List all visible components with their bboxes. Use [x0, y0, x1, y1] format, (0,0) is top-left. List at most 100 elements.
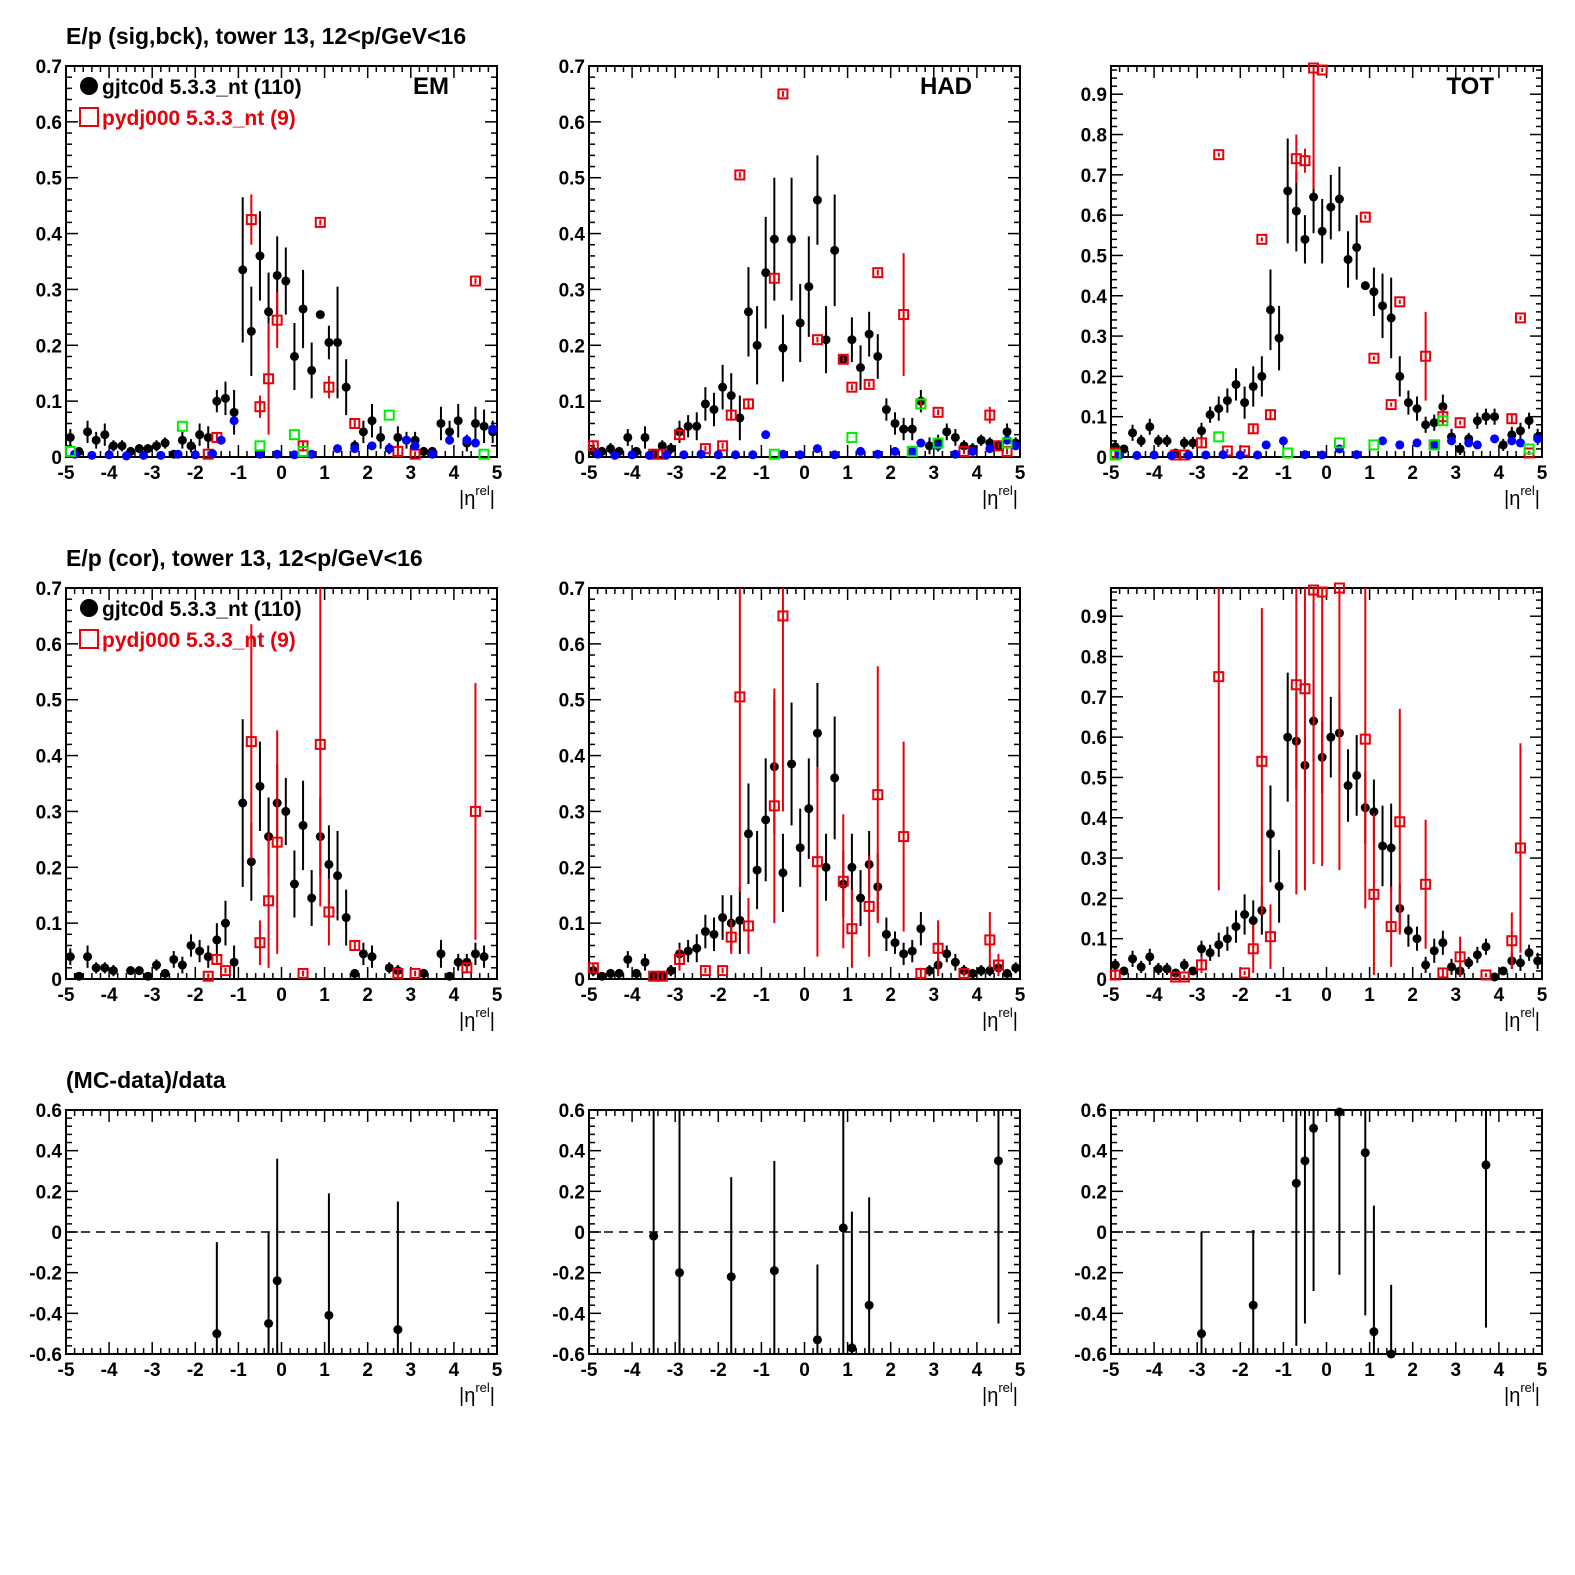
data-point-circle: [255, 251, 265, 261]
y-tick-label: 0.5: [36, 169, 63, 190]
data-point-circle: [959, 441, 969, 451]
legend-label: pydj000 5.3.3_nt (9): [102, 629, 296, 652]
data-point-circle: [1188, 438, 1198, 448]
data-point-circle: [358, 427, 368, 437]
x-tick-label: 1: [842, 985, 853, 1006]
data-point-square: [1264, 409, 1276, 421]
data-point-circle: [203, 952, 213, 962]
data-point-square: [297, 967, 309, 979]
data-point-circle: [890, 938, 900, 948]
y-tick-label: -0.2: [1074, 1264, 1107, 1285]
x-tick-label: -2: [1232, 463, 1249, 484]
data-point-circle: [1386, 313, 1396, 323]
data-point-square: [699, 965, 711, 977]
x-tick-label: -1: [1275, 985, 1292, 1006]
x-axis-label: |ηrel|: [1504, 1380, 1540, 1407]
x-tick-label: -3: [667, 985, 684, 1006]
data-point-circle: [709, 929, 719, 939]
data-point-square: [1454, 417, 1466, 429]
data-point-circle: [1149, 450, 1159, 460]
data-point-circle: [453, 957, 463, 967]
data-point-square: [1213, 671, 1225, 683]
data-point-circle: [1309, 192, 1319, 202]
data-point-circle: [186, 940, 196, 950]
data-point-circle: [1265, 305, 1275, 315]
data-point-circle: [264, 307, 274, 317]
x-tick-label: -4: [624, 1360, 641, 1381]
panel-tag-label: HAD: [920, 73, 972, 100]
data-point-square: [768, 272, 780, 284]
x-tick-label: -5: [1103, 1360, 1120, 1381]
data-point-square: [1454, 951, 1466, 963]
data-point-circle: [117, 441, 127, 451]
data-point-circle: [177, 960, 187, 970]
data-point-square: [717, 965, 729, 977]
data-point-square: [1299, 155, 1311, 167]
data-point-square: [64, 445, 76, 457]
data-point-circle: [856, 363, 866, 373]
data-point-circle: [272, 1276, 282, 1286]
data-point-circle: [735, 413, 745, 423]
y-tick-label: 0.6: [1081, 1101, 1107, 1122]
x-tick-label: -4: [101, 985, 118, 1006]
data-point-circle: [229, 957, 239, 967]
data-point-square: [1316, 64, 1328, 76]
data-point-circle: [1214, 404, 1224, 414]
data-point-circle: [1197, 426, 1207, 436]
data-point-circle: [804, 282, 814, 292]
y-tick-label: 0.6: [559, 1101, 585, 1122]
y-tick-label: 0.4: [36, 1142, 63, 1163]
data-point-circle: [1231, 922, 1241, 932]
data-point-square: [863, 900, 875, 912]
panel-tag-label: TOT: [1446, 73, 1494, 100]
data-point-circle: [623, 432, 633, 442]
data-point-circle: [255, 781, 265, 791]
x-tick-label: -2: [187, 1360, 204, 1381]
data-point-square: [1514, 842, 1526, 854]
y-tick-label: -0.2: [552, 1264, 585, 1285]
data-point-circle: [1369, 1327, 1379, 1337]
data-point-circle: [873, 449, 883, 459]
data-point-circle: [1145, 422, 1155, 432]
data-point-square: [314, 738, 326, 750]
data-point-circle: [1490, 434, 1500, 444]
y-tick-label: 0: [574, 448, 585, 469]
series-filled-circle: [65, 719, 489, 981]
x-tick-label: 2: [1407, 1360, 1418, 1381]
data-point-circle: [384, 963, 394, 973]
data-point-circle: [1128, 428, 1138, 438]
x-tick-label: 4: [972, 1360, 983, 1381]
data-point-circle: [1162, 436, 1172, 446]
y-tick-label: 0.3: [36, 280, 62, 301]
data-point-square: [254, 401, 266, 413]
data-point-circle: [289, 351, 299, 361]
y-tick-label: 0.1: [1081, 930, 1108, 951]
data-point-square: [1394, 816, 1406, 828]
x-tick-label: 1: [319, 985, 330, 1006]
data-point-circle: [307, 893, 317, 903]
data-point-circle: [968, 968, 978, 978]
data-point-square: [846, 381, 858, 393]
data-point-square: [263, 895, 275, 907]
data-point-circle: [838, 1223, 848, 1233]
data-point-circle: [470, 949, 480, 959]
data-point-circle: [985, 444, 995, 454]
series-open-square: [768, 398, 1013, 460]
x-axis-label: |ηrel|: [1504, 483, 1540, 510]
x-tick-label: -3: [144, 463, 161, 484]
y-tick-label: 0.7: [1081, 166, 1107, 187]
data-point-circle: [899, 424, 909, 434]
data-point-circle: [881, 405, 891, 415]
data-point-circle: [315, 310, 325, 320]
data-point-circle: [812, 1335, 822, 1345]
x-axis-label: |ηrel|: [982, 1380, 1018, 1407]
data-point-circle: [950, 449, 960, 459]
data-point-circle: [333, 337, 343, 347]
y-tick-label: 0.2: [559, 336, 585, 357]
data-point-circle: [1481, 412, 1491, 422]
data-point-circle: [1386, 1349, 1396, 1359]
x-tick-label: 1: [842, 1360, 853, 1381]
data-point-circle: [1300, 234, 1310, 244]
data-point-circle: [976, 435, 986, 445]
y-tick-label: 0.8: [1081, 648, 1107, 669]
